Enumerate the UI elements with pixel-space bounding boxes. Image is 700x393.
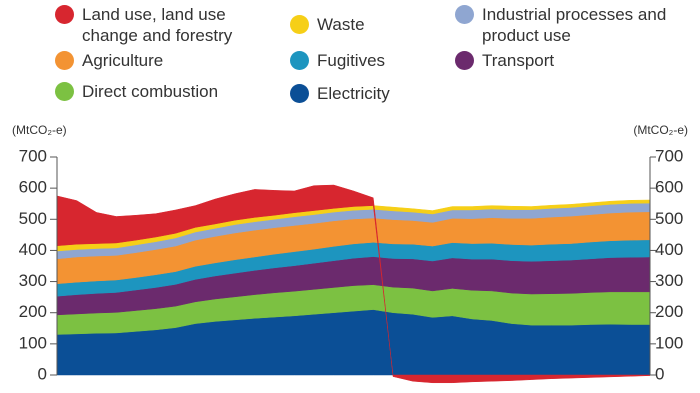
legend-swatch <box>290 84 309 103</box>
y-tick-label: 500 <box>19 209 47 228</box>
legend-label: Fugitives <box>317 51 386 70</box>
y-tick-label: 100 <box>19 333 47 352</box>
legend-label: Industrial processes and product use <box>482 5 667 45</box>
legend-item: Fugitives <box>290 50 440 71</box>
legend-swatch <box>55 51 74 70</box>
y2-tick-label: 500 <box>655 209 683 228</box>
y2-tick-label: 700 <box>655 146 683 165</box>
legend-item: Waste <box>290 14 410 35</box>
y2-tick-label: 100 <box>655 333 683 352</box>
legend-item: Electricity <box>290 83 440 104</box>
legend-label: Direct combustion <box>82 82 219 101</box>
y-axis-label: (MtCO₂-e) <box>12 123 67 137</box>
legend-label: Waste <box>317 15 365 34</box>
y-tick-label: 600 <box>19 178 47 197</box>
legend-item: Direct combustion <box>55 81 275 102</box>
legend-swatch <box>290 15 309 34</box>
legend-swatch <box>455 51 474 70</box>
legend-swatch <box>55 82 74 101</box>
y2-tick-label: 0 <box>655 364 664 383</box>
legend-item: Transport <box>455 50 655 71</box>
y2-tick-label: 200 <box>655 302 683 321</box>
legend-label: Transport <box>482 51 555 70</box>
legend-label: Land use, land use change and forestry <box>82 5 233 45</box>
legend-item: Land use, land use change and forestry <box>55 4 270 46</box>
legend-swatch <box>455 5 474 24</box>
legend-item: Agriculture <box>55 50 255 71</box>
y-tick-label: 0 <box>38 364 47 383</box>
legend-swatch <box>290 51 309 70</box>
legend-label: Electricity <box>317 84 390 103</box>
y2-axis-label: (MtCO₂-e) <box>633 123 688 137</box>
y-tick-label: 200 <box>19 302 47 321</box>
legend-label: Agriculture <box>82 51 164 70</box>
y-tick-label: 300 <box>19 271 47 290</box>
legend-item: Industrial processes and product use <box>455 4 670 46</box>
y-tick-label: 700 <box>19 146 47 165</box>
y2-tick-label: 300 <box>655 271 683 290</box>
y2-tick-label: 600 <box>655 178 683 197</box>
legend-swatch <box>55 5 74 24</box>
y2-tick-label: 400 <box>655 240 683 259</box>
y-tick-label: 400 <box>19 240 47 259</box>
